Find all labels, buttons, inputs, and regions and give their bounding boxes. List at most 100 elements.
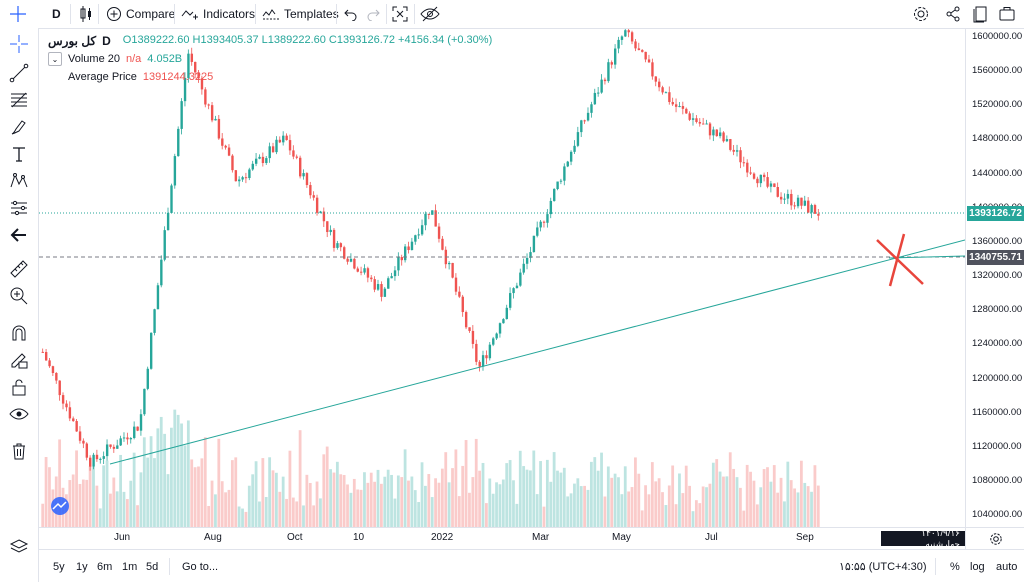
volume-bar: [186, 420, 190, 527]
indicators-icon: [181, 10, 198, 20]
eye-icon[interactable]: [7, 402, 31, 426]
volume-bar: [725, 476, 729, 527]
candle-body: [92, 454, 95, 467]
ruler-tool-icon[interactable]: [7, 257, 31, 281]
candle-body: [542, 221, 546, 223]
hide-eye-icon[interactable]: [420, 0, 440, 28]
candle-body: [702, 123, 705, 125]
volume-bar: [379, 483, 383, 527]
volume-label[interactable]: Volume 20: [68, 53, 120, 65]
drawing-toolbar: [0, 28, 39, 582]
auto-toggle[interactable]: auto: [996, 560, 1018, 573]
range-5y[interactable]: 5y: [53, 560, 65, 573]
volume-bar: [783, 501, 786, 527]
candle-body: [810, 205, 813, 213]
candle-body: [387, 278, 390, 289]
time-tick-label: Sep: [796, 532, 814, 543]
fullscreen-icon[interactable]: [392, 0, 408, 28]
camera-icon[interactable]: [999, 0, 1015, 28]
trend-line-tool-icon[interactable]: [7, 61, 31, 85]
prediction-tool-icon[interactable]: [7, 196, 31, 220]
volume-bar: [291, 497, 295, 527]
share-icon[interactable]: [945, 0, 961, 28]
candle-body: [302, 173, 305, 177]
range-1m[interactable]: 1m: [122, 560, 138, 573]
volume-bar: [302, 505, 305, 527]
log-toggle[interactable]: log: [970, 560, 985, 573]
volume-bar: [393, 498, 397, 527]
candle-body: [451, 262, 454, 278]
trash-icon[interactable]: [7, 439, 31, 463]
volume-bar: [623, 466, 627, 527]
candle-body: [813, 205, 817, 214]
crosshair-tool-icon[interactable]: [7, 32, 31, 56]
compare-button[interactable]: Compare: [106, 0, 175, 28]
templates-button[interactable]: Templates: [262, 0, 339, 28]
candle-body: [153, 309, 156, 333]
volume-bar: [109, 493, 112, 527]
candle-body: [502, 319, 505, 324]
trend-line-drawing[interactable]: [109, 239, 965, 465]
trend-line-extension[interactable]: [888, 255, 965, 259]
range-1y[interactable]: 1y: [76, 560, 88, 573]
volume-bar: [325, 446, 329, 527]
brush-tool-icon[interactable]: [7, 115, 31, 139]
interval-button[interactable]: D: [52, 7, 61, 21]
candle-body: [790, 193, 793, 206]
percent-toggle[interactable]: %: [950, 560, 960, 573]
volume-bar: [58, 439, 62, 527]
volume-bar: [688, 485, 691, 527]
candle-body: [271, 146, 275, 153]
candle-body: [766, 177, 769, 187]
layers-icon[interactable]: [7, 535, 31, 559]
average-price-label[interactable]: Average Price: [68, 71, 137, 83]
crosshair-icon[interactable]: [8, 0, 30, 28]
time-axis[interactable]: Jun Aug Oct 10 2022 Mar May Jul Sep ۱۴۰۱/۹/۱۶ چه…: [39, 527, 965, 550]
magnet-icon[interactable]: [7, 321, 31, 345]
candle-body: [275, 139, 278, 153]
lock-pencil-icon[interactable]: [7, 348, 31, 372]
price-tick-label: 1320000.00: [972, 270, 1023, 282]
candle-body: [590, 104, 593, 113]
candle-body: [173, 156, 177, 186]
price-axis[interactable]: 1600000.00 1560000.00 1520000.00 1480000.00…: [965, 29, 1024, 527]
candle-body: [729, 139, 732, 150]
fib-tool-icon[interactable]: [7, 88, 31, 112]
price-chart[interactable]: [39, 29, 965, 527]
range-5d[interactable]: 5d: [146, 560, 159, 573]
chart-pane[interactable]: [39, 29, 965, 527]
pattern-tool-icon[interactable]: [7, 169, 31, 193]
symbol-name[interactable]: کل بورس: [48, 34, 97, 48]
goto-button[interactable]: Go to...: [182, 560, 219, 573]
divider: [98, 4, 99, 24]
tradingview-logo[interactable]: [51, 497, 69, 515]
undo-icon[interactable]: [344, 0, 358, 28]
zoom-in-icon[interactable]: [7, 284, 31, 308]
volume-bar: [119, 454, 122, 527]
volume-bar: [478, 470, 482, 527]
volume-bar: [586, 489, 590, 527]
volume-bar: [193, 467, 197, 527]
unlock-icon[interactable]: [7, 375, 31, 399]
cross-mark-drawing[interactable]: [876, 233, 924, 287]
redo-icon[interactable]: [366, 0, 380, 28]
indicators-button[interactable]: Indicators: [181, 0, 255, 28]
volume-bar: [600, 452, 603, 527]
volume-bar: [630, 487, 634, 527]
collapse-chevron-icon[interactable]: ⌄: [48, 52, 62, 66]
settings-gear-icon[interactable]: [912, 0, 930, 28]
candle-body: [99, 458, 102, 460]
plus-circle-icon: [107, 7, 121, 21]
volume-bar: [728, 452, 732, 527]
range-6m[interactable]: 6m: [97, 560, 113, 573]
candle-body: [529, 252, 532, 258]
snapshot-icon[interactable]: [973, 0, 989, 28]
timezone-clock[interactable]: ۱۵:۵۵ (UTC+4:30): [839, 561, 927, 573]
text-tool-icon[interactable]: [7, 142, 31, 166]
back-arrow-icon[interactable]: [7, 223, 31, 247]
axis-settings-gear-icon[interactable]: [965, 527, 1024, 550]
legend-interval: D: [102, 34, 111, 48]
candle-body: [390, 276, 393, 279]
candle-body: [210, 105, 214, 121]
candles-icon[interactable]: [78, 0, 94, 28]
